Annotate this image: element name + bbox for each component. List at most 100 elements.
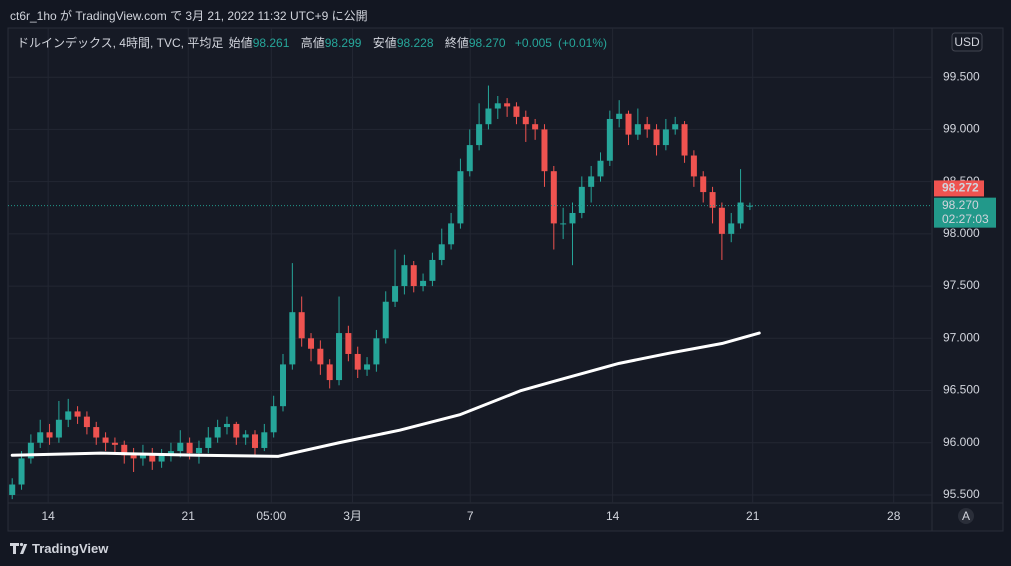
candle-body <box>382 301 389 339</box>
candle-body <box>504 103 511 107</box>
candle-body <box>532 124 539 130</box>
high-label: 高値 <box>300 36 325 50</box>
x-tick-label: 7 <box>467 509 474 523</box>
candle-body <box>373 338 380 365</box>
candle-body <box>448 223 455 245</box>
candle-body <box>709 192 716 208</box>
candle-body <box>326 364 333 381</box>
close-value: 98.270 <box>468 36 506 50</box>
brand-logo <box>10 542 28 554</box>
low-value: 98.228 <box>396 36 434 50</box>
moving-average <box>10 331 761 458</box>
candle-body <box>662 129 669 146</box>
candle-body <box>728 223 735 234</box>
candle-body <box>588 176 595 187</box>
candle-body <box>606 118 613 161</box>
candle-body <box>578 186 585 213</box>
candle-body <box>111 442 118 445</box>
currency-button[interactable] <box>951 32 983 52</box>
auto-scale-label[interactable]: A <box>962 509 970 523</box>
candle-body <box>438 244 445 260</box>
candle-body <box>130 455 137 459</box>
brand: TradingView <box>32 541 109 556</box>
chart-frame <box>7 27 1004 532</box>
candle-body <box>457 171 464 224</box>
symbol-name: ドルインデックス, 4時間, TVC, 平均足 <box>17 36 224 50</box>
candle-body <box>550 171 557 224</box>
candle-body <box>46 432 53 438</box>
candle-body <box>308 338 315 349</box>
candle-body <box>718 207 725 234</box>
candle-body <box>494 103 501 109</box>
candle-body <box>9 484 16 495</box>
candle-body <box>242 434 249 438</box>
change-percent: (+0.01%) <box>557 36 607 50</box>
candle-body <box>597 160 604 177</box>
header: ct6r_1ho が TradingView.com で 3月 21, 2022… <box>10 9 368 23</box>
candle-body <box>690 155 697 177</box>
candle-body <box>700 176 707 193</box>
candle-body <box>625 113 632 135</box>
candle-body <box>65 411 72 420</box>
candle-body <box>289 312 296 365</box>
y-tick-label: 96.000 <box>943 435 980 449</box>
candle-body <box>37 432 44 443</box>
legend: ドルインデックス, 4時間, TVC, 平均足 始値98.261 高値98.29… <box>17 34 613 51</box>
y-tick-label: 99.000 <box>943 122 980 136</box>
high-value: 98.299 <box>324 36 362 50</box>
bid-price-label: 98.272 <box>942 181 979 195</box>
x-tick-label: 21 <box>746 509 760 523</box>
candle-body <box>214 427 221 438</box>
candle-body <box>251 434 258 448</box>
candle-body <box>634 124 641 135</box>
candle-body <box>83 416 90 428</box>
candle-body <box>569 212 576 224</box>
candle-body <box>177 442 184 452</box>
candle-body <box>364 364 371 370</box>
x-tick-label: 21 <box>182 509 196 523</box>
countdown-label: 02:27:03 <box>942 212 989 226</box>
y-tick-label: 98.000 <box>943 226 980 240</box>
candle-body <box>223 423 230 428</box>
candle-body <box>616 113 623 119</box>
candle-body <box>195 447 202 454</box>
candle-body <box>429 259 436 281</box>
candle-body <box>121 444 128 456</box>
plot <box>9 85 761 500</box>
x-tick-label: 28 <box>887 509 901 523</box>
candle-body <box>354 353 361 370</box>
auto-scale-button[interactable] <box>958 508 974 524</box>
candle-body <box>205 437 212 448</box>
candle-body <box>18 458 25 485</box>
candle-body <box>681 124 688 156</box>
candle-body <box>392 286 399 302</box>
y-tick-label: 99.500 <box>943 69 980 83</box>
candle-body <box>644 124 651 130</box>
last-price-label: 98.270 <box>942 198 979 212</box>
candle-body <box>55 419 62 438</box>
candle-body <box>513 106 520 117</box>
candle-body <box>233 423 240 438</box>
candle-body <box>102 437 109 443</box>
x-tick-label: 14 <box>606 509 620 523</box>
x-tick-label: 14 <box>41 509 55 523</box>
candle-body <box>541 129 548 172</box>
candle-body <box>560 223 567 225</box>
currency-button-label[interactable]: USD <box>954 35 980 49</box>
candle-body <box>186 442 193 454</box>
low-label: 安値 <box>372 36 397 50</box>
y-tick-label: 95.500 <box>943 487 980 501</box>
last-price-box <box>934 197 996 228</box>
candle-body <box>401 265 408 287</box>
candle-body <box>158 455 165 462</box>
close-label: 終値 <box>444 36 469 50</box>
candle-body <box>410 265 417 287</box>
y-tick-label: 97.500 <box>943 278 980 292</box>
candle-body <box>653 129 660 146</box>
change-value: +0.005 <box>514 36 552 50</box>
candle-body <box>522 116 529 125</box>
candle-body <box>74 411 81 417</box>
candle-body <box>672 124 679 130</box>
